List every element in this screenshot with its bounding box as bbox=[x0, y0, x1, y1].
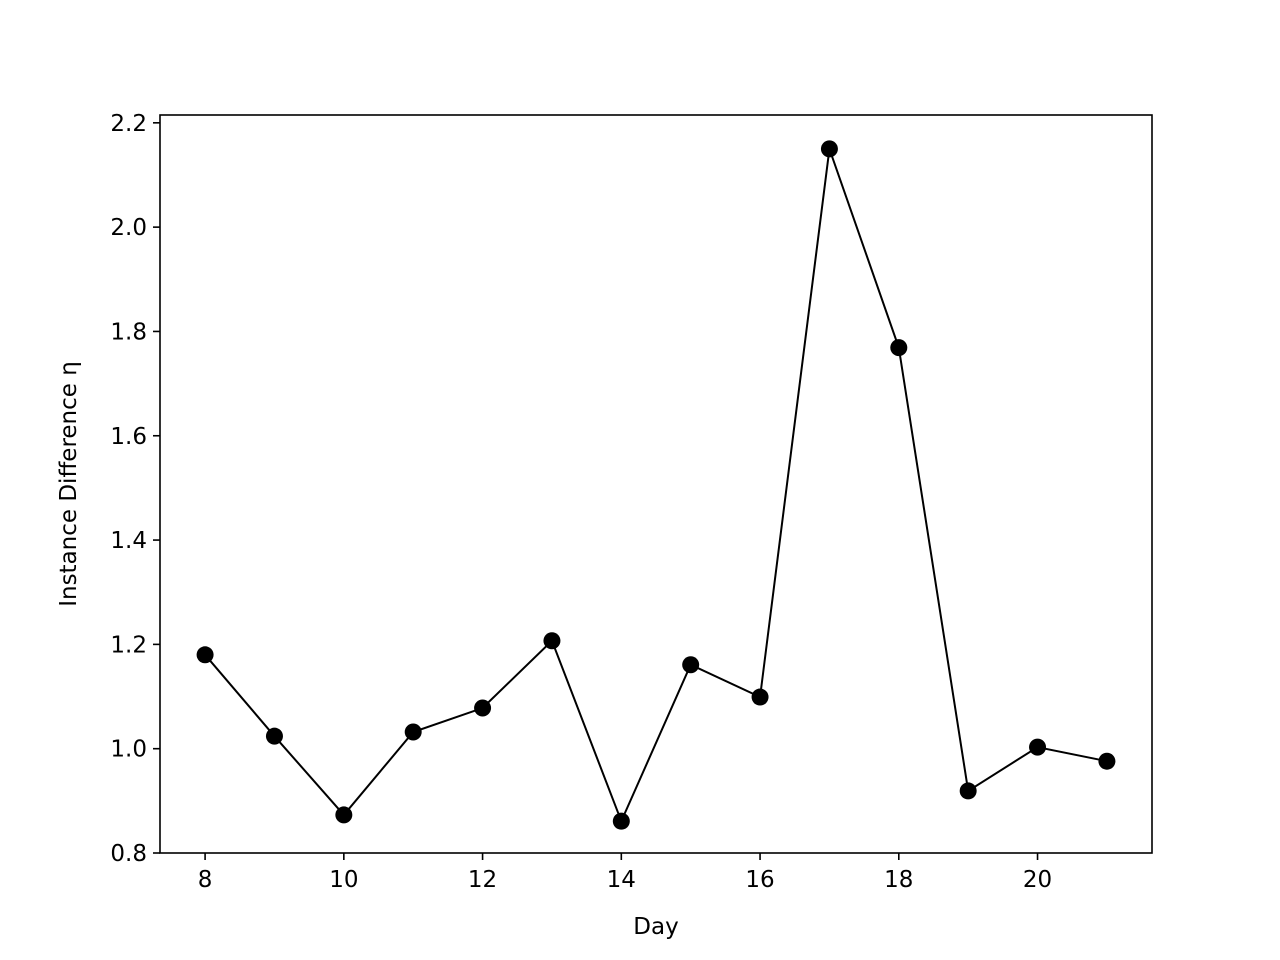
x-tick-label: 14 bbox=[607, 867, 636, 893]
x-axis-label: Day bbox=[633, 914, 678, 940]
marker bbox=[1098, 752, 1116, 770]
x-tick-label: 16 bbox=[745, 867, 774, 893]
marker bbox=[959, 782, 977, 800]
y-tick-label: 1.6 bbox=[110, 424, 147, 450]
marker bbox=[196, 646, 214, 664]
line bbox=[204, 148, 1108, 824]
x-tick-label: 10 bbox=[329, 867, 358, 893]
x-tick-label: 8 bbox=[198, 867, 213, 893]
y-tick-label: 2.2 bbox=[110, 111, 147, 137]
x-tick-label: 18 bbox=[884, 867, 913, 893]
plot-frame bbox=[159, 114, 1153, 854]
marker bbox=[404, 723, 422, 741]
y-tick-label: 1.0 bbox=[110, 737, 147, 763]
marker bbox=[1029, 738, 1047, 756]
y-tick-label: 0.8 bbox=[110, 841, 147, 867]
marker bbox=[543, 632, 561, 650]
marker bbox=[612, 812, 630, 830]
marker bbox=[751, 688, 769, 706]
marker bbox=[265, 727, 283, 745]
marker bbox=[890, 339, 908, 357]
y-tick-label: 2.0 bbox=[110, 215, 147, 241]
x-tick-label: 20 bbox=[1023, 867, 1052, 893]
marker bbox=[335, 806, 353, 824]
y-tick-label: 1.2 bbox=[110, 632, 147, 658]
y-tick-label: 1.8 bbox=[110, 319, 147, 345]
y-tick-label: 1.4 bbox=[110, 528, 147, 554]
y-axis-label: Instance Difference η bbox=[56, 361, 82, 607]
marker bbox=[474, 699, 492, 717]
marker bbox=[820, 140, 838, 158]
marker bbox=[682, 656, 700, 674]
x-tick-label: 12 bbox=[468, 867, 497, 893]
